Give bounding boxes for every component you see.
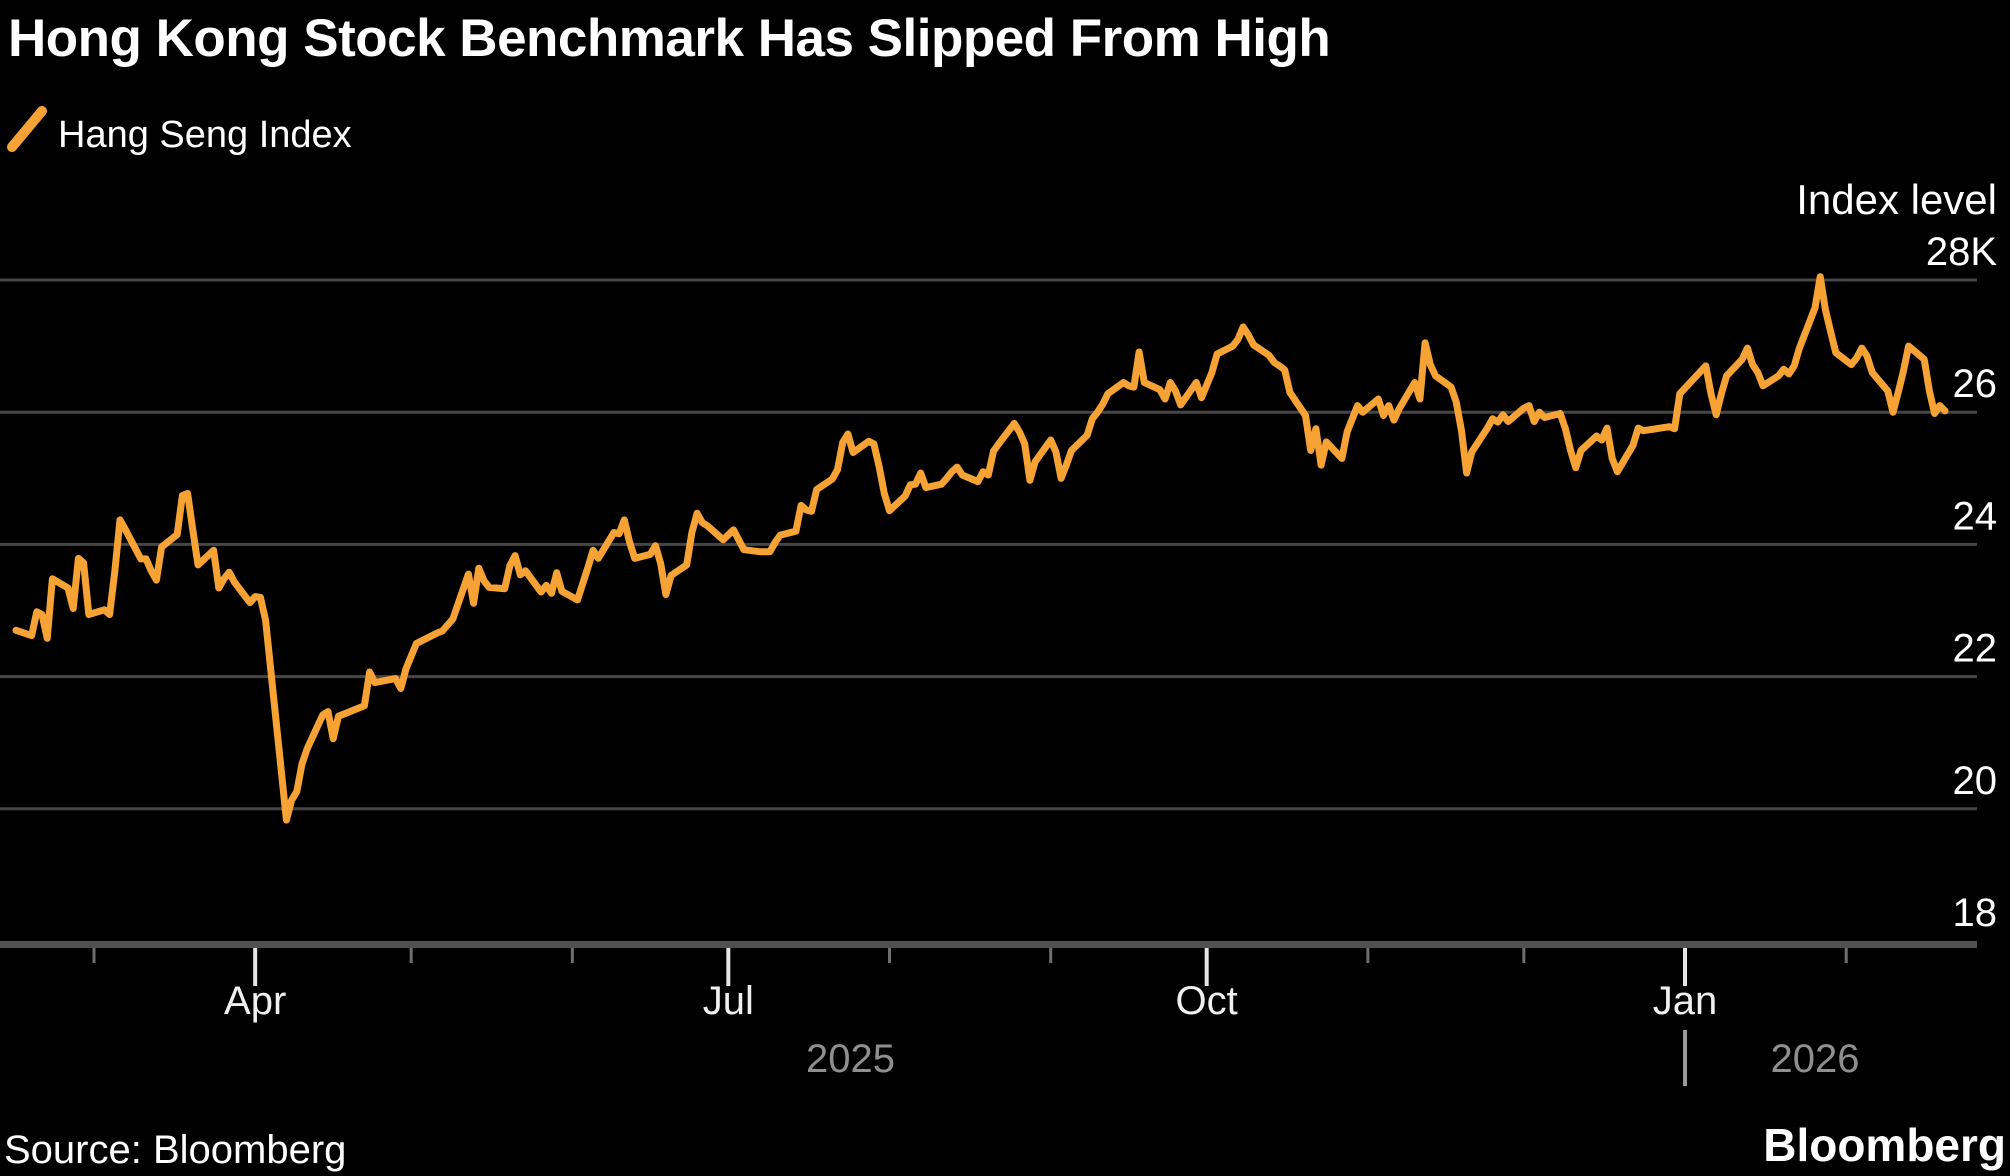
source-credit: Source: Bloomberg (4, 1128, 346, 1172)
y-tick-label-22: 22 (1953, 627, 1998, 671)
x-tick-label-oct: Oct (1176, 979, 1238, 1023)
legend-line-swatch-icon (7, 106, 47, 152)
hang-seng-line (12, 273, 1949, 824)
y-tick-label-26: 26 (1953, 362, 1998, 406)
year-label-2025: 2025 (806, 1037, 895, 1081)
year-label-2026: 2026 (1771, 1037, 1860, 1081)
series (12, 273, 1949, 824)
y-tick-label-18: 18 (1953, 891, 1998, 935)
x-axis-line (0, 941, 1977, 948)
y-tick-label-20: 20 (1953, 759, 1998, 803)
x-tick-label-jan: Jan (1653, 979, 1718, 1023)
gridlines: 28K 26 24 22 20 18 (0, 230, 1997, 935)
x-tick-label-jul: Jul (703, 979, 754, 1023)
y-tick-label-28: 28K (1926, 230, 1997, 274)
y-axis-title: Index level (1796, 176, 1997, 223)
legend: Hang Seng Index (7, 106, 352, 156)
chart-title: Hong Kong Stock Benchmark Has Slipped Fr… (8, 9, 1330, 68)
bloomberg-logo: Bloomberg (1763, 1119, 2006, 1171)
year-divider-bar (1683, 1030, 1688, 1086)
x-axis: Apr Jul Oct Jan (0, 941, 1977, 1023)
y-tick-label-24: 24 (1953, 494, 1998, 538)
legend-label: Hang Seng Index (58, 114, 352, 156)
x-tick-label-apr: Apr (224, 979, 286, 1023)
